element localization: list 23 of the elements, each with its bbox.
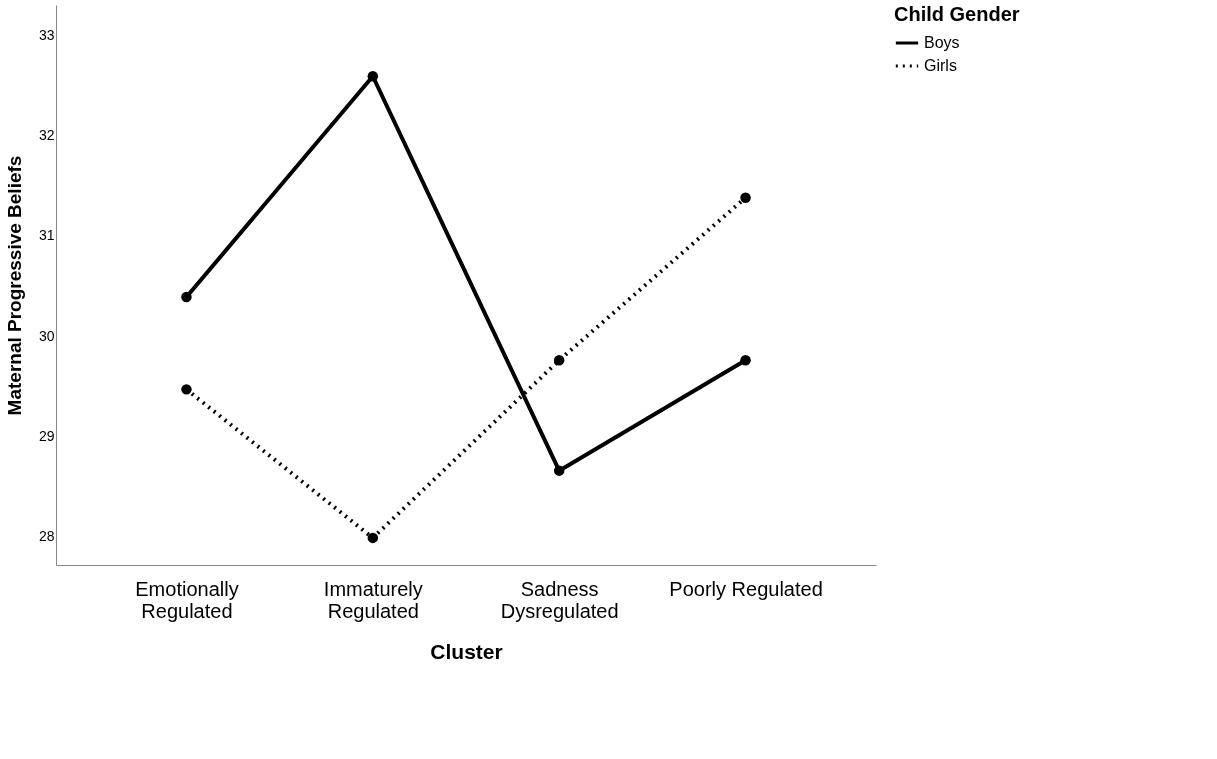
y-tick-label: 28 [38, 528, 55, 545]
x-tick-label: Poorly Regulated [669, 577, 823, 600]
x-tick-label: Emotionally Regulated [135, 577, 239, 622]
x-tick-label: Sadness Dysregulated [500, 577, 619, 622]
y-tick-label: 32 [38, 126, 55, 143]
point [367, 71, 379, 82]
legend-title: Child Gender [894, 3, 1020, 25]
y-tick-label: 33 [38, 26, 55, 43]
point [181, 384, 192, 395]
x-axis-title: Cluster [430, 639, 503, 663]
point [553, 465, 565, 476]
point [740, 192, 751, 203]
legend-label: Girls [924, 57, 957, 74]
y-axis-title: Maternal Progressive Beliefs [3, 155, 25, 416]
y-tick-label: 31 [38, 227, 55, 244]
point [553, 355, 565, 366]
point [367, 532, 379, 544]
x-tick-label: Immaturely Regulated [323, 577, 423, 622]
point [181, 291, 192, 303]
point [740, 355, 751, 366]
y-tick-label: 30 [38, 327, 55, 344]
legend-label: Boys [924, 34, 960, 51]
y-tick-label: 29 [38, 428, 55, 445]
